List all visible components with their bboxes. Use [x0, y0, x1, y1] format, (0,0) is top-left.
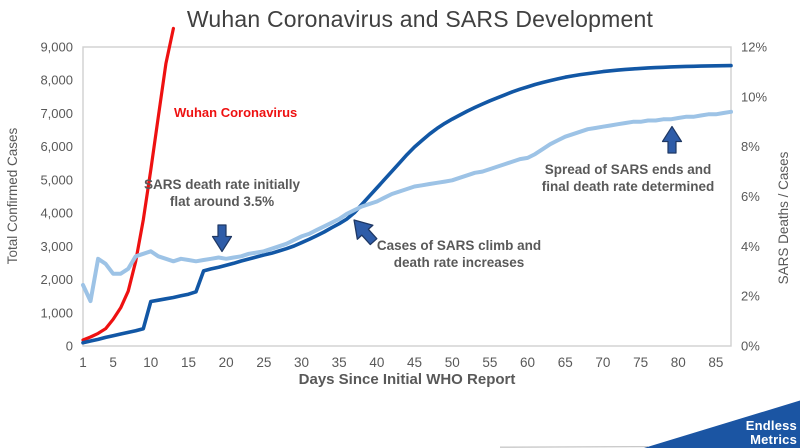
annotation-line: flat around 3.5% — [169, 193, 275, 209]
x-axis-tick-label: 25 — [256, 355, 271, 370]
y-axis-left-tick-label: 2,000 — [40, 272, 73, 287]
y-axis-right-tick-label: 12% — [741, 40, 767, 55]
y-axis-left-tick-label: 5,000 — [40, 172, 73, 187]
y-axis-left-tick-label: 7,000 — [40, 106, 73, 121]
wuhan-series-label: Wuhan Coronavirus — [174, 105, 298, 120]
arrow-up-icon — [661, 125, 683, 154]
x-axis-tick-label: 5 — [109, 355, 117, 370]
x-axis-tick-label: 40 — [369, 355, 384, 370]
chart-title: Wuhan Coronavirus and SARS Development — [186, 6, 654, 32]
x-axis-tick-label: 45 — [407, 355, 422, 370]
plot-border — [82, 46, 732, 347]
annotation-sars-climb: Cases of SARS climb and death rate incre… — [354, 238, 564, 271]
y-axis-left-tick-label: 1,000 — [40, 305, 73, 320]
x-axis-tick-label: 50 — [445, 355, 460, 370]
x-axis-tick-label: 15 — [181, 355, 196, 370]
x-axis-tick-label: 35 — [332, 355, 347, 370]
y-axis-right-tick-label: 0% — [741, 339, 760, 354]
y-axis-right-tick-label: 4% — [741, 239, 760, 254]
y-axis-right-tick-label: 10% — [741, 89, 767, 104]
y-axis-left-tick-label: 9,000 — [40, 40, 73, 55]
annotation-sars-rate-flat: SARS death rate initially flat around 3.… — [117, 177, 327, 210]
annotation-line: SARS death rate initially — [143, 177, 301, 192]
y-axis-right-tick-label: 6% — [741, 189, 760, 204]
y-axis-left-tick-label: 3,000 — [40, 239, 73, 254]
annotation-line: death rate increases — [393, 254, 525, 270]
sars-cases-line — [81, 63, 733, 345]
x-axis-tick-label: 75 — [633, 355, 648, 370]
x-axis-title: Days Since Initial WHO Report — [298, 371, 516, 388]
wuhan-coronavirus-line — [81, 26, 175, 342]
x-axis-tick-label: 85 — [708, 355, 723, 370]
x-axis-tick-label: 30 — [294, 355, 309, 370]
annotation-line: Cases of SARS climb and — [376, 238, 542, 253]
arrow-down-icon — [211, 224, 233, 253]
y-axis-left-title: Total Confirmed Cases — [5, 127, 20, 265]
logo-line: Endless — [745, 418, 797, 433]
y-axis-right-tick-label: 2% — [741, 289, 760, 304]
logo-swoosh-line — [499, 445, 649, 448]
x-axis-tick-label: 1 — [79, 355, 87, 370]
x-axis-tick-label: 10 — [143, 355, 158, 370]
x-axis-tick-label: 60 — [520, 355, 535, 370]
logo-line: Metrics — [750, 431, 797, 447]
annotation-line: final death rate determined — [541, 178, 715, 194]
x-axis-tick-label: 70 — [595, 355, 610, 370]
arrow-up-left-icon — [353, 219, 378, 246]
y-axis-left-tick-label: 4,000 — [40, 206, 73, 221]
y-axis-left-tick-label: 0 — [66, 339, 73, 354]
annotation-line: Spread of SARS ends and — [544, 162, 712, 177]
logo-triangle — [644, 400, 800, 448]
logo-endless-metrics: Endless Metrics — [746, 419, 797, 447]
y-axis-left-tick-label: 6,000 — [40, 139, 73, 154]
y-axis-left-tick-label: 8,000 — [40, 73, 73, 88]
sars-death-rate-line — [81, 109, 733, 304]
x-axis-tick-label: 20 — [219, 355, 234, 370]
x-axis-tick-label: 80 — [671, 355, 686, 370]
y-axis-right-title: SARS Deaths / Cases — [776, 151, 791, 285]
annotation-sars-end: Spread of SARS ends and final death rate… — [519, 162, 737, 195]
x-axis-tick-label: 65 — [558, 355, 573, 370]
x-axis-tick-label: 55 — [482, 355, 497, 370]
y-axis-right-tick-label: 8% — [741, 139, 760, 154]
